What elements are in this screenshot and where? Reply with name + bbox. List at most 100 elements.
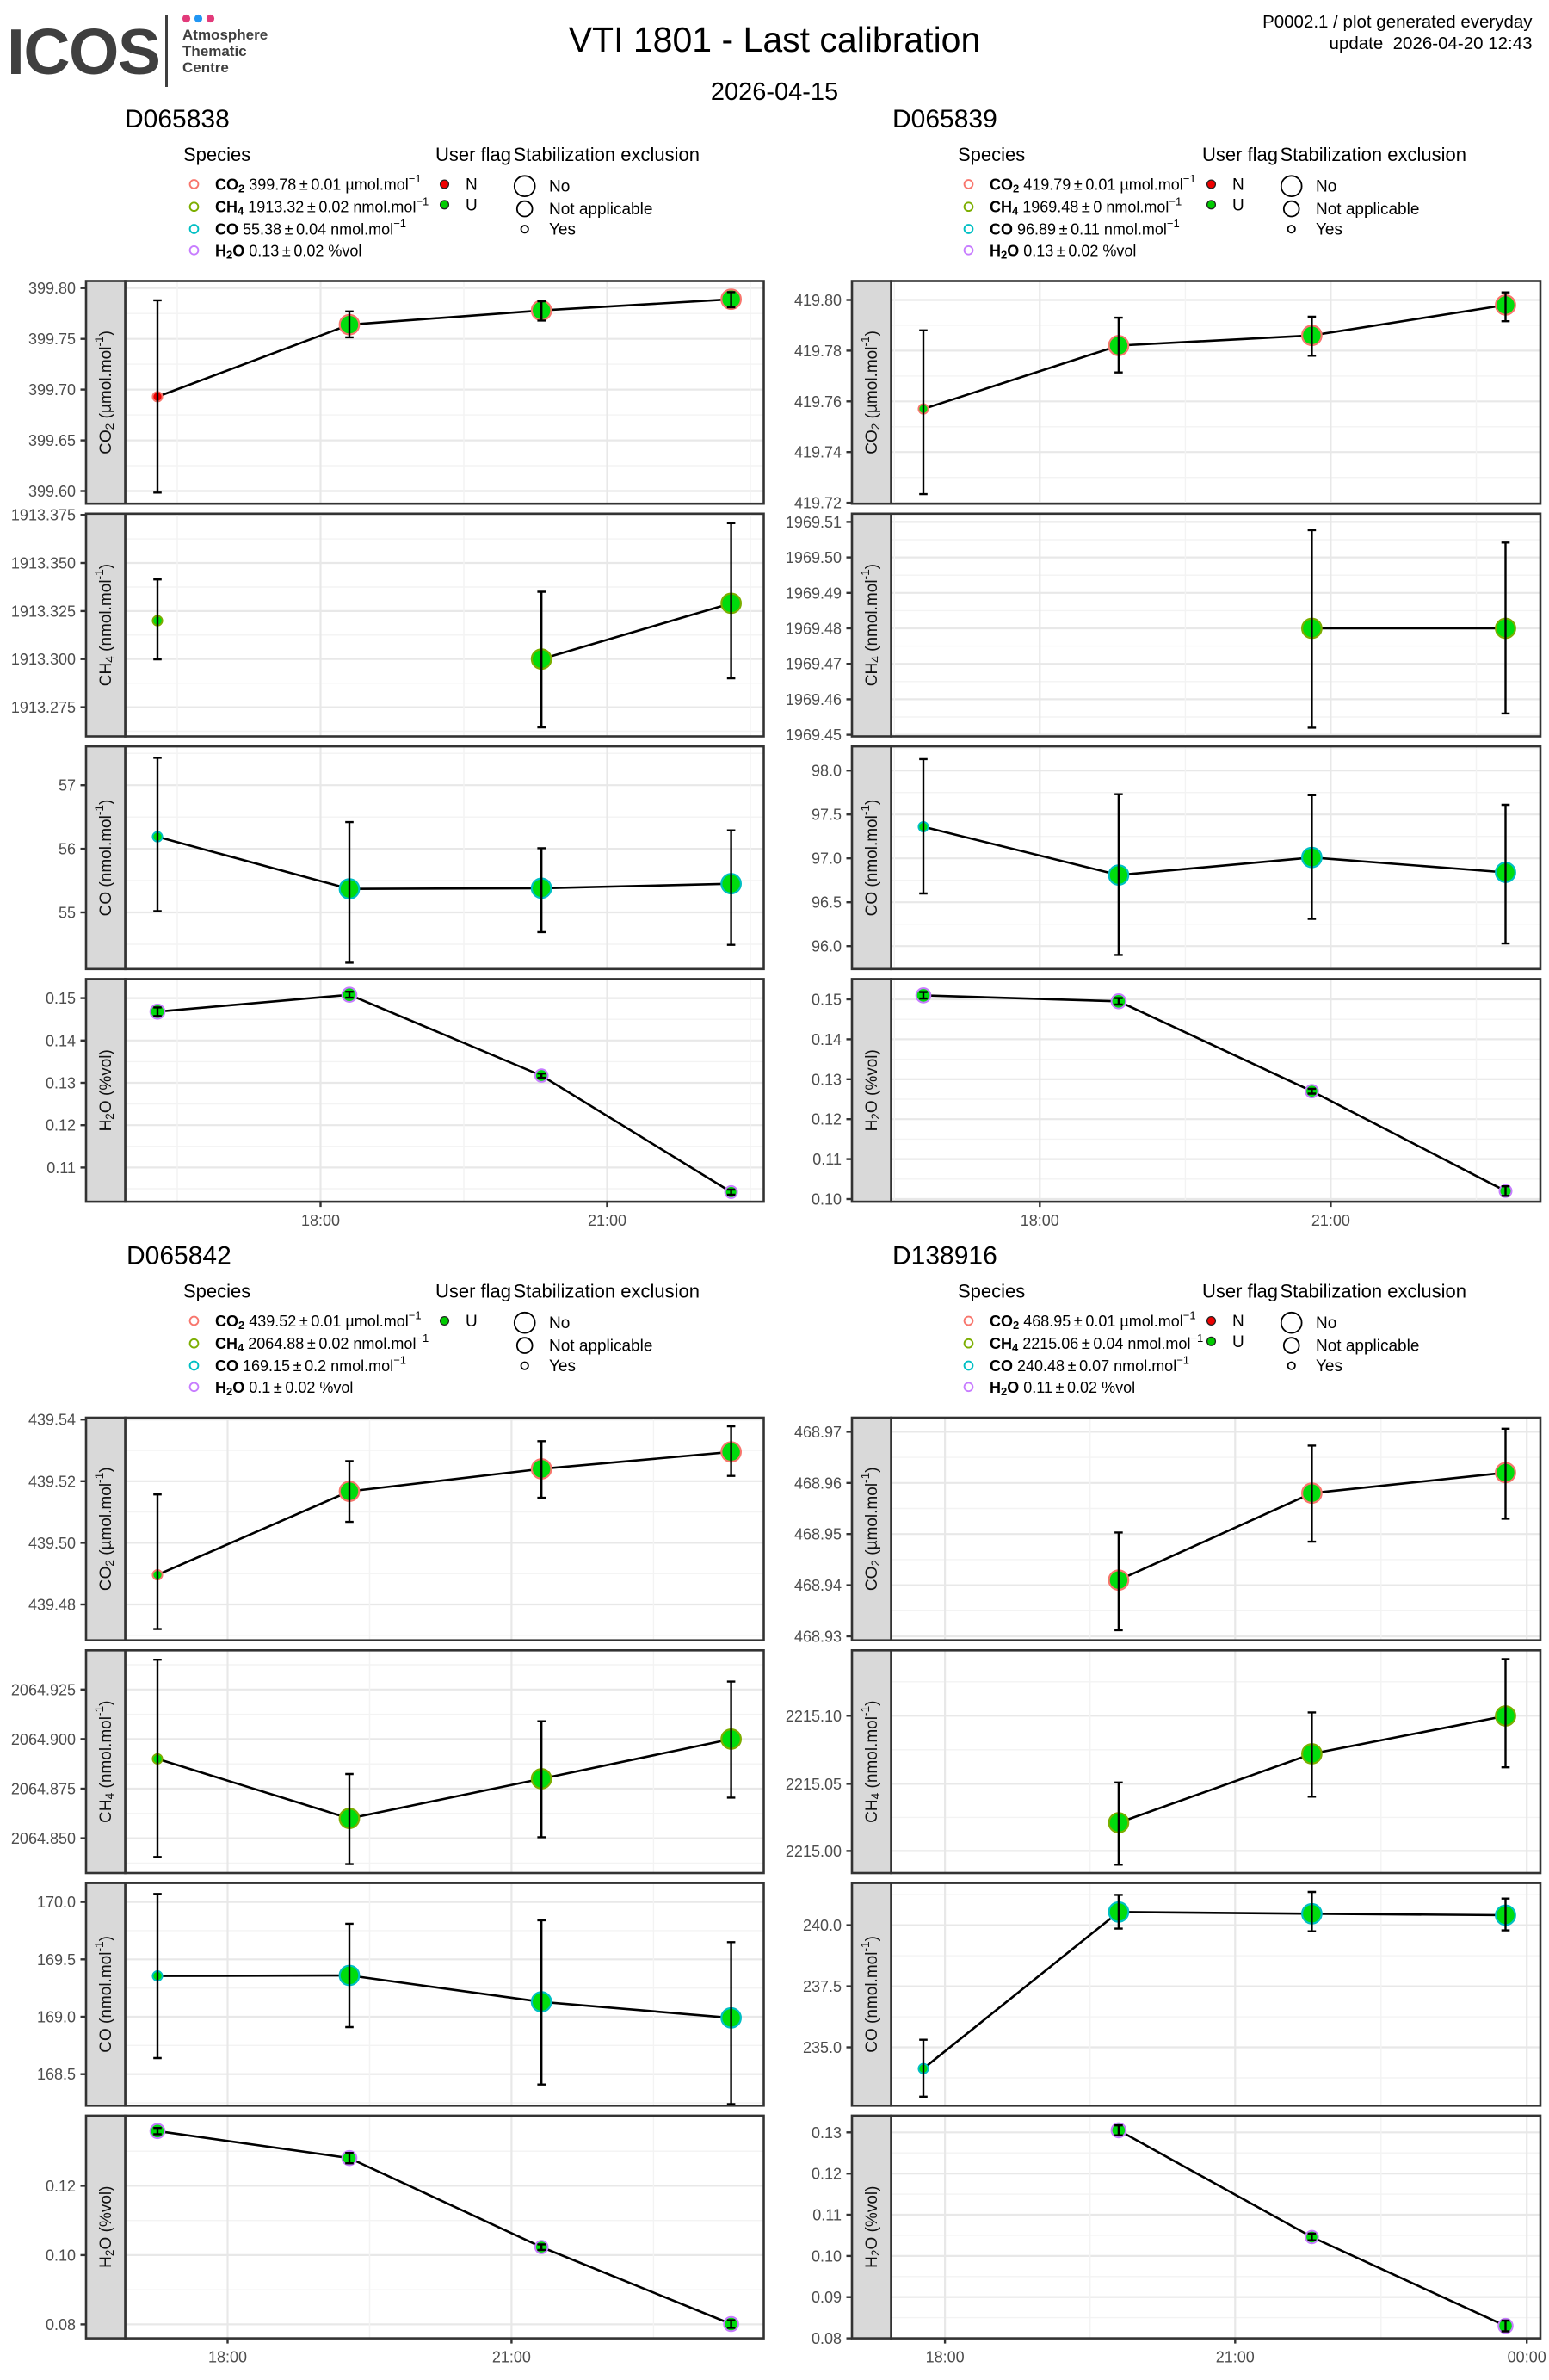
svg-text:21:00: 21:00	[492, 2349, 531, 2366]
svg-text:Not applicable: Not applicable	[1316, 201, 1419, 219]
svg-text:Stabilization exclusion: Stabilization exclusion	[514, 1281, 700, 1302]
svg-text:1969.47: 1969.47	[786, 656, 842, 673]
svg-text:Species: Species	[958, 144, 1025, 165]
svg-text:55: 55	[59, 905, 76, 922]
svg-text:CO2​ 439.52 ± 0.01 µmol.mol−1​: CO2​ 439.52 ± 0.01 µmol.mol−1​	[215, 1309, 422, 1332]
svg-text:399.70: 399.70	[28, 381, 76, 399]
svg-text:CO 169.15 ± 0.2 nmol.mol−1​: CO 169.15 ± 0.2 nmol.mol−1​	[215, 1354, 406, 1375]
svg-text:439.50: 439.50	[28, 1535, 76, 1552]
svg-text:399.60: 399.60	[28, 483, 76, 500]
svg-text:97.5: 97.5	[812, 807, 842, 824]
svg-text:240.0: 240.0	[803, 1917, 842, 1934]
svg-text:User flag: User flag	[435, 144, 511, 165]
svg-text:1913.325: 1913.325	[11, 603, 76, 620]
svg-text:0.08: 0.08	[812, 2330, 842, 2347]
svg-text:User flag: User flag	[1202, 1281, 1278, 1302]
svg-text:update 2026-04-20 12:43: update 2026-04-20 12:43	[1330, 34, 1533, 53]
svg-text:Not applicable: Not applicable	[1316, 1338, 1419, 1356]
svg-text:CO 55.38 ± 0.04 nmol.mol−1​: CO 55.38 ± 0.04 nmol.mol−1​	[215, 217, 406, 238]
svg-text:N: N	[466, 176, 478, 195]
svg-text:CO (nmol.mol-1​): CO (nmol.mol-1​)	[93, 800, 115, 917]
svg-text:No: No	[1316, 1314, 1336, 1332]
svg-text:2064.875: 2064.875	[11, 1781, 76, 1798]
svg-text:H2​O 0.1 ± 0.02 %vol: H2​O 0.1 ± 0.02 %vol	[215, 1379, 353, 1398]
svg-text:98.0: 98.0	[812, 763, 842, 780]
svg-text:CO2​ (µmol.mol-1​): CO2​ (µmol.mol-1​)	[859, 1467, 882, 1591]
svg-text:Not applicable: Not applicable	[549, 1338, 652, 1356]
svg-text:H2​O (%vol): H2​O (%vol)	[97, 2186, 116, 2268]
svg-text:0.08: 0.08	[46, 2316, 76, 2334]
svg-text:168.5: 168.5	[37, 2066, 76, 2083]
svg-text:Species: Species	[183, 144, 250, 165]
svg-text:User flag: User flag	[1202, 144, 1278, 165]
svg-text:1913.275: 1913.275	[11, 699, 76, 716]
svg-text:21:00: 21:00	[1311, 1212, 1350, 1229]
svg-text:U: U	[466, 1313, 478, 1331]
svg-text:235.0: 235.0	[803, 2039, 842, 2056]
svg-text:Yes: Yes	[1316, 221, 1342, 239]
svg-text:439.52: 439.52	[28, 1473, 76, 1490]
svg-text:U: U	[1232, 1333, 1244, 1351]
svg-text:1969.51: 1969.51	[786, 514, 842, 531]
svg-text:0.13: 0.13	[812, 2124, 842, 2142]
svg-text:D065842: D065842	[127, 1242, 231, 1270]
svg-text:CO2​ 468.95 ± 0.01 µmol.mol−1​: CO2​ 468.95 ± 0.01 µmol.mol−1​	[990, 1309, 1196, 1332]
svg-text:419.74: 419.74	[794, 444, 842, 461]
svg-text:CH4​ 1913.32 ± 0.02 nmol.mol−1: CH4​ 1913.32 ± 0.02 nmol.mol−1​	[215, 195, 429, 217]
svg-text:468.93: 468.93	[794, 1629, 842, 1646]
svg-text:2215.00: 2215.00	[786, 1843, 842, 1860]
svg-text:439.48: 439.48	[28, 1597, 76, 1614]
svg-text:P0002.1 / plot generated every: P0002.1 / plot generated everyday	[1262, 12, 1533, 32]
svg-text:0.15: 0.15	[812, 992, 842, 1009]
svg-text:H2​O (%vol): H2​O (%vol)	[97, 1049, 116, 1131]
svg-text:97.0: 97.0	[812, 850, 842, 868]
svg-text:CH4​ (nmol.mol-1​): CH4​ (nmol.mol-1​)	[859, 564, 882, 686]
svg-text:0.15: 0.15	[46, 990, 76, 1007]
svg-text:Stabilization exclusion: Stabilization exclusion	[514, 144, 700, 165]
svg-text:0.11: 0.11	[812, 1151, 842, 1168]
svg-text:2064.850: 2064.850	[11, 1830, 76, 1847]
svg-text:No: No	[549, 1314, 570, 1332]
svg-text:468.97: 468.97	[794, 1424, 842, 1441]
svg-text:CO (nmol.mol-1​): CO (nmol.mol-1​)	[859, 800, 881, 917]
svg-text:CH4​ (nmol.mol-1​): CH4​ (nmol.mol-1​)	[93, 564, 116, 686]
svg-text:96.5: 96.5	[812, 894, 842, 912]
svg-text:H2​O (%vol): H2​O (%vol)	[863, 2186, 882, 2268]
svg-text:468.96: 468.96	[794, 1474, 842, 1492]
svg-text:No: No	[1316, 178, 1336, 196]
svg-text:Not applicable: Not applicable	[549, 201, 652, 219]
svg-text:ICOS: ICOS	[7, 15, 159, 88]
svg-text:CH4​ 2064.88 ± 0.02 nmol.mol−1: CH4​ 2064.88 ± 0.02 nmol.mol−1​	[215, 1332, 429, 1354]
svg-text:468.95: 468.95	[794, 1526, 842, 1543]
svg-text:0.11: 0.11	[812, 2207, 842, 2224]
svg-text:0.11: 0.11	[46, 1159, 76, 1177]
svg-text:1969.48: 1969.48	[786, 621, 842, 638]
svg-text:2064.900: 2064.900	[11, 1731, 76, 1748]
svg-text:1969.49: 1969.49	[786, 584, 842, 602]
svg-text:Stabilization exclusion: Stabilization exclusion	[1281, 144, 1466, 165]
svg-text:169.0: 169.0	[37, 2009, 76, 2026]
svg-text:0.09: 0.09	[812, 2289, 842, 2306]
svg-text:VTI 1801 - Last calibration: VTI 1801 - Last calibration	[569, 20, 981, 59]
svg-text:1969.45: 1969.45	[786, 726, 842, 744]
svg-text:CO2​ 399.78 ± 0.01 µmol.mol−1​: CO2​ 399.78 ± 0.01 µmol.mol−1​	[215, 172, 422, 195]
svg-text:2026-04-15: 2026-04-15	[711, 78, 838, 106]
svg-text:0.12: 0.12	[812, 1111, 842, 1128]
svg-text:H2​O 0.13 ± 0.02 %vol: H2​O 0.13 ± 0.02 %vol	[215, 242, 361, 261]
svg-text:56: 56	[59, 841, 76, 858]
svg-text:1969.46: 1969.46	[786, 691, 842, 708]
svg-text:Yes: Yes	[549, 1357, 576, 1375]
svg-text:468.94: 468.94	[794, 1577, 842, 1594]
svg-text:User flag: User flag	[435, 1281, 511, 1302]
svg-text:57: 57	[59, 777, 76, 794]
svg-text:2064.925: 2064.925	[11, 1681, 76, 1698]
svg-text:170.0: 170.0	[37, 1894, 76, 1911]
svg-text:0.12: 0.12	[46, 2178, 76, 2195]
svg-text:1913.350: 1913.350	[11, 555, 76, 572]
svg-text:Stabilization exclusion: Stabilization exclusion	[1281, 1281, 1466, 1302]
svg-text:Atmosphere: Atmosphere	[182, 27, 268, 43]
svg-text:399.65: 399.65	[28, 432, 76, 449]
svg-text:CO 96.89 ± 0.11 nmol.mol−1​: CO 96.89 ± 0.11 nmol.mol−1​	[990, 217, 1180, 238]
svg-text:399.75: 399.75	[28, 331, 76, 348]
svg-text:439.54: 439.54	[28, 1412, 76, 1429]
